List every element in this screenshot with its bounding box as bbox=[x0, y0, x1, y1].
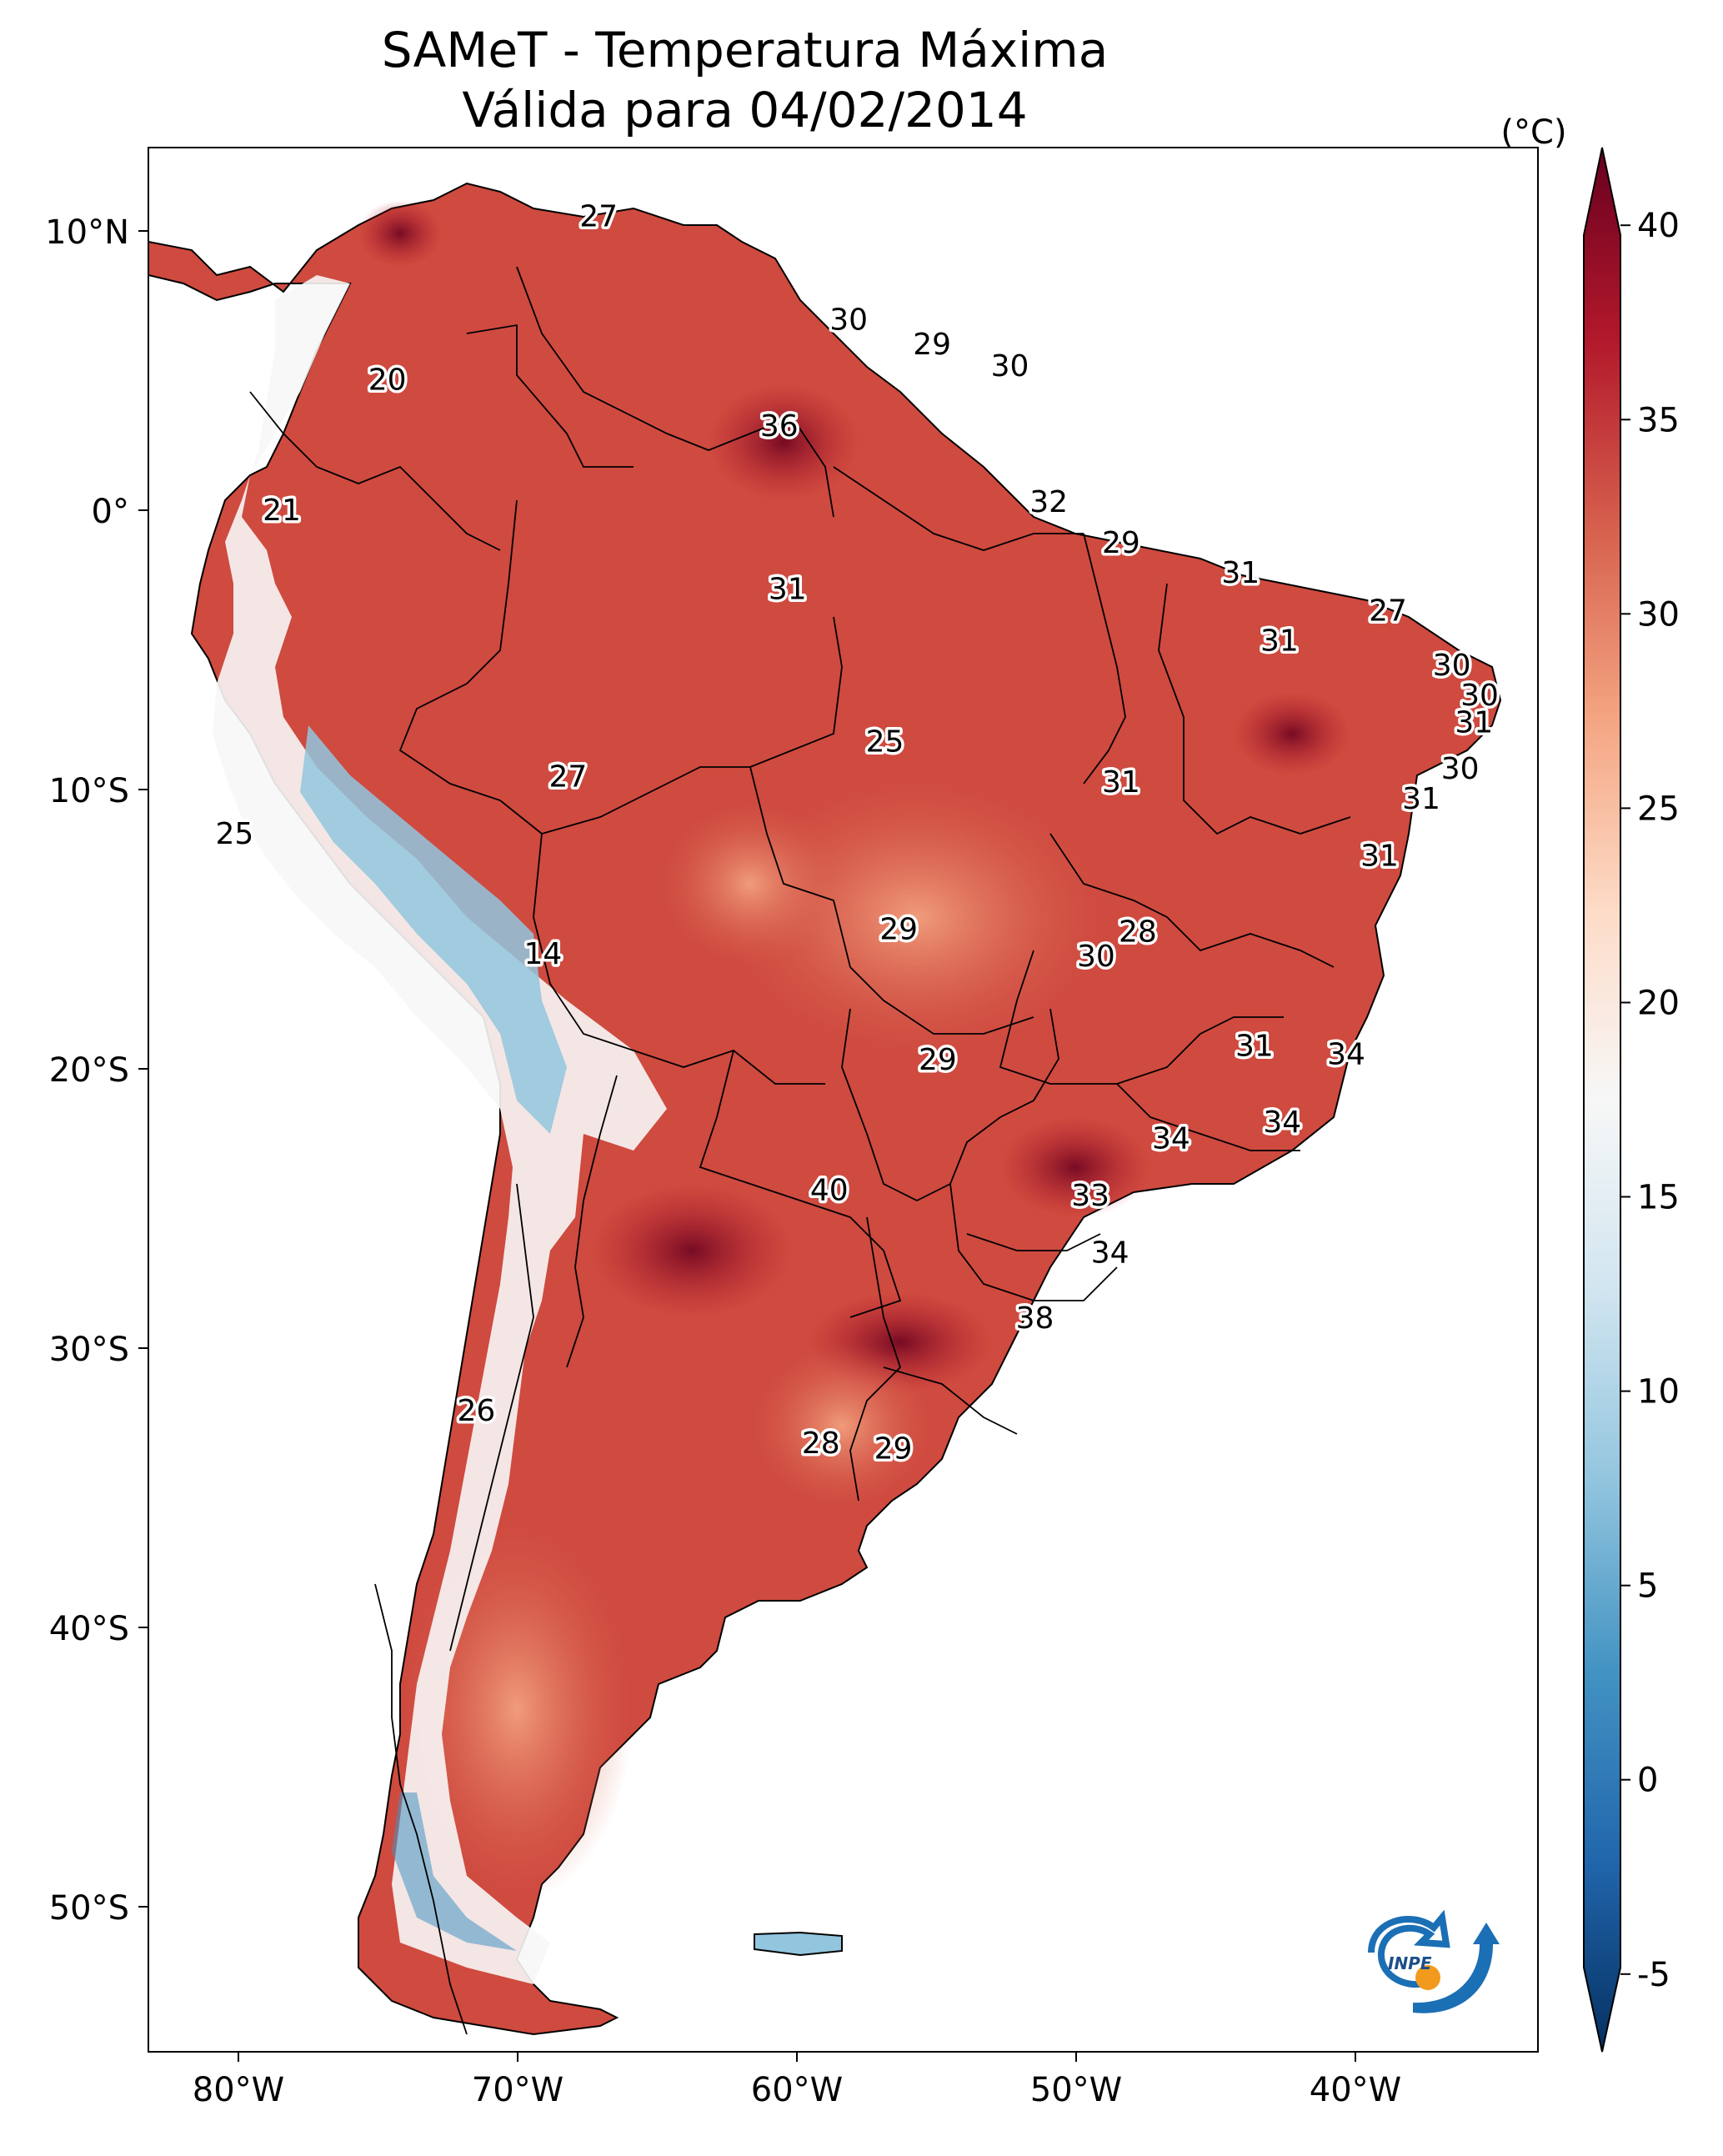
station-temp-label: 38 bbox=[1016, 1301, 1054, 1336]
station-temp-label: 31 bbox=[1455, 706, 1493, 740]
station-temp-label: 32 bbox=[1029, 485, 1068, 519]
colorbar-tick-label: -5 bbox=[1637, 1956, 1670, 1994]
station-temp-label: 26 bbox=[457, 1394, 495, 1428]
colorbar-tick-label: 0 bbox=[1637, 1762, 1658, 1800]
lon-tick-label: 60°W bbox=[751, 2071, 843, 2109]
lon-tick-label: 50°W bbox=[1030, 2071, 1122, 2109]
station-temp-label: 29 bbox=[879, 912, 918, 946]
station-temp-label: 30 bbox=[991, 349, 1029, 384]
station-temp-label: 29 bbox=[919, 1043, 957, 1077]
colorbar-tick-label: 25 bbox=[1637, 790, 1680, 828]
lat-ticks bbox=[138, 230, 148, 1908]
station-temp-label: 31 bbox=[1221, 556, 1260, 590]
station-temp-label: 29 bbox=[874, 1432, 913, 1467]
country-borders bbox=[249, 266, 1351, 2035]
lat-tick-label: 40°S bbox=[49, 1610, 129, 1648]
station-temp-label: 30 bbox=[1460, 679, 1499, 713]
station-temp-label: 14 bbox=[523, 937, 562, 971]
lat-tick-label: 50°S bbox=[49, 1889, 129, 1928]
logo-sun-icon bbox=[1415, 1965, 1440, 1990]
station-temp-label: 36 bbox=[760, 409, 799, 444]
andes-cold-core bbox=[300, 725, 567, 1134]
lon-ticks bbox=[238, 2052, 1356, 2062]
lon-tick-label: 70°W bbox=[472, 2071, 563, 2109]
station-temp-label: 29 bbox=[1102, 526, 1140, 560]
station-temp-label: 31 bbox=[1235, 1030, 1274, 1064]
station-temp-label: 30 bbox=[1077, 940, 1115, 974]
station-temp-label: 34 bbox=[1152, 1122, 1190, 1156]
logo-swoosh-icon bbox=[1368, 1909, 1450, 1988]
colorbar-ticks: 40 35 30 25 20 15 10 5 0 -5 bbox=[1620, 207, 1680, 1994]
station-temp-label: 31 bbox=[1102, 765, 1140, 800]
map-frame bbox=[148, 147, 1539, 2053]
colorbar-tick-label: 5 bbox=[1637, 1567, 1658, 1606]
station-temp-label: 25 bbox=[215, 817, 253, 851]
station-temp-label: 40 bbox=[810, 1174, 849, 1208]
lon-tick-label: 80°W bbox=[193, 2071, 284, 2109]
colorbar-tick-label: 10 bbox=[1637, 1373, 1680, 1411]
colorbar-tick-label: 15 bbox=[1637, 1179, 1680, 1217]
falkland-islands bbox=[754, 1931, 843, 1957]
lat-tick-label: 20°S bbox=[49, 1051, 129, 1090]
station-temp-label: 25 bbox=[866, 725, 904, 759]
inpe-logo: INPE bbox=[1368, 1909, 1500, 2013]
station-temp-label: 30 bbox=[1441, 752, 1480, 786]
colorbar-tick-label: 35 bbox=[1637, 401, 1680, 439]
map-title: SAMeT - Temperatura Máxima bbox=[381, 22, 1109, 78]
station-temp-label: 28 bbox=[1119, 915, 1157, 950]
lat-tick-label: 0° bbox=[92, 493, 129, 531]
station-temp-label: 28 bbox=[802, 1426, 840, 1461]
station-temp-label: 27 bbox=[1369, 594, 1407, 629]
lat-tick-label: 10°N bbox=[45, 213, 129, 252]
station-temp-label: 21 bbox=[263, 494, 301, 528]
station-temp-label: 31 bbox=[1360, 839, 1399, 873]
colorbar-body bbox=[1583, 147, 1621, 2053]
andes-cool-region bbox=[213, 275, 667, 1984]
station-temp-label: 27 bbox=[579, 200, 618, 234]
station-temp-label: 34 bbox=[1091, 1236, 1129, 1271]
station-temp-label: 31 bbox=[1402, 782, 1440, 816]
station-temp-label: 34 bbox=[1327, 1038, 1365, 1072]
station-temp-label: 30 bbox=[1433, 649, 1471, 683]
patagonia-cold-core bbox=[392, 1792, 517, 1951]
colorbar-tick-label: 20 bbox=[1637, 985, 1680, 1023]
logo-text: INPE bbox=[1388, 1953, 1432, 1973]
station-temp-label: 29 bbox=[913, 328, 951, 362]
station-temp-label: 34 bbox=[1263, 1106, 1301, 1140]
logo-arrow-icon bbox=[1413, 1923, 1500, 2013]
colorbar-unit: (°C) bbox=[1500, 113, 1566, 152]
lat-tick-label: 10°S bbox=[49, 772, 129, 810]
station-temp-label: 27 bbox=[548, 760, 587, 795]
station-temp-label: 31 bbox=[769, 573, 807, 607]
station-temp-label: 30 bbox=[829, 303, 868, 338]
lat-tick-label: 30°S bbox=[49, 1331, 129, 1369]
station-temp-label: 33 bbox=[1071, 1179, 1109, 1213]
temperature-field bbox=[148, 182, 1502, 2036]
station-temp-label: 31 bbox=[1260, 624, 1299, 659]
map-subtitle: Válida para 04/02/2014 bbox=[462, 82, 1028, 138]
colorbar-tick-label: 30 bbox=[1637, 595, 1680, 634]
colorbar: (°C) 40 35 30 25 20 15 10 5 0 -5 bbox=[1500, 113, 1680, 2053]
colorbar-tick-label: 40 bbox=[1637, 207, 1680, 245]
lon-tick-label: 40°W bbox=[1310, 2071, 1401, 2109]
station-temp-label: 20 bbox=[368, 363, 407, 397]
